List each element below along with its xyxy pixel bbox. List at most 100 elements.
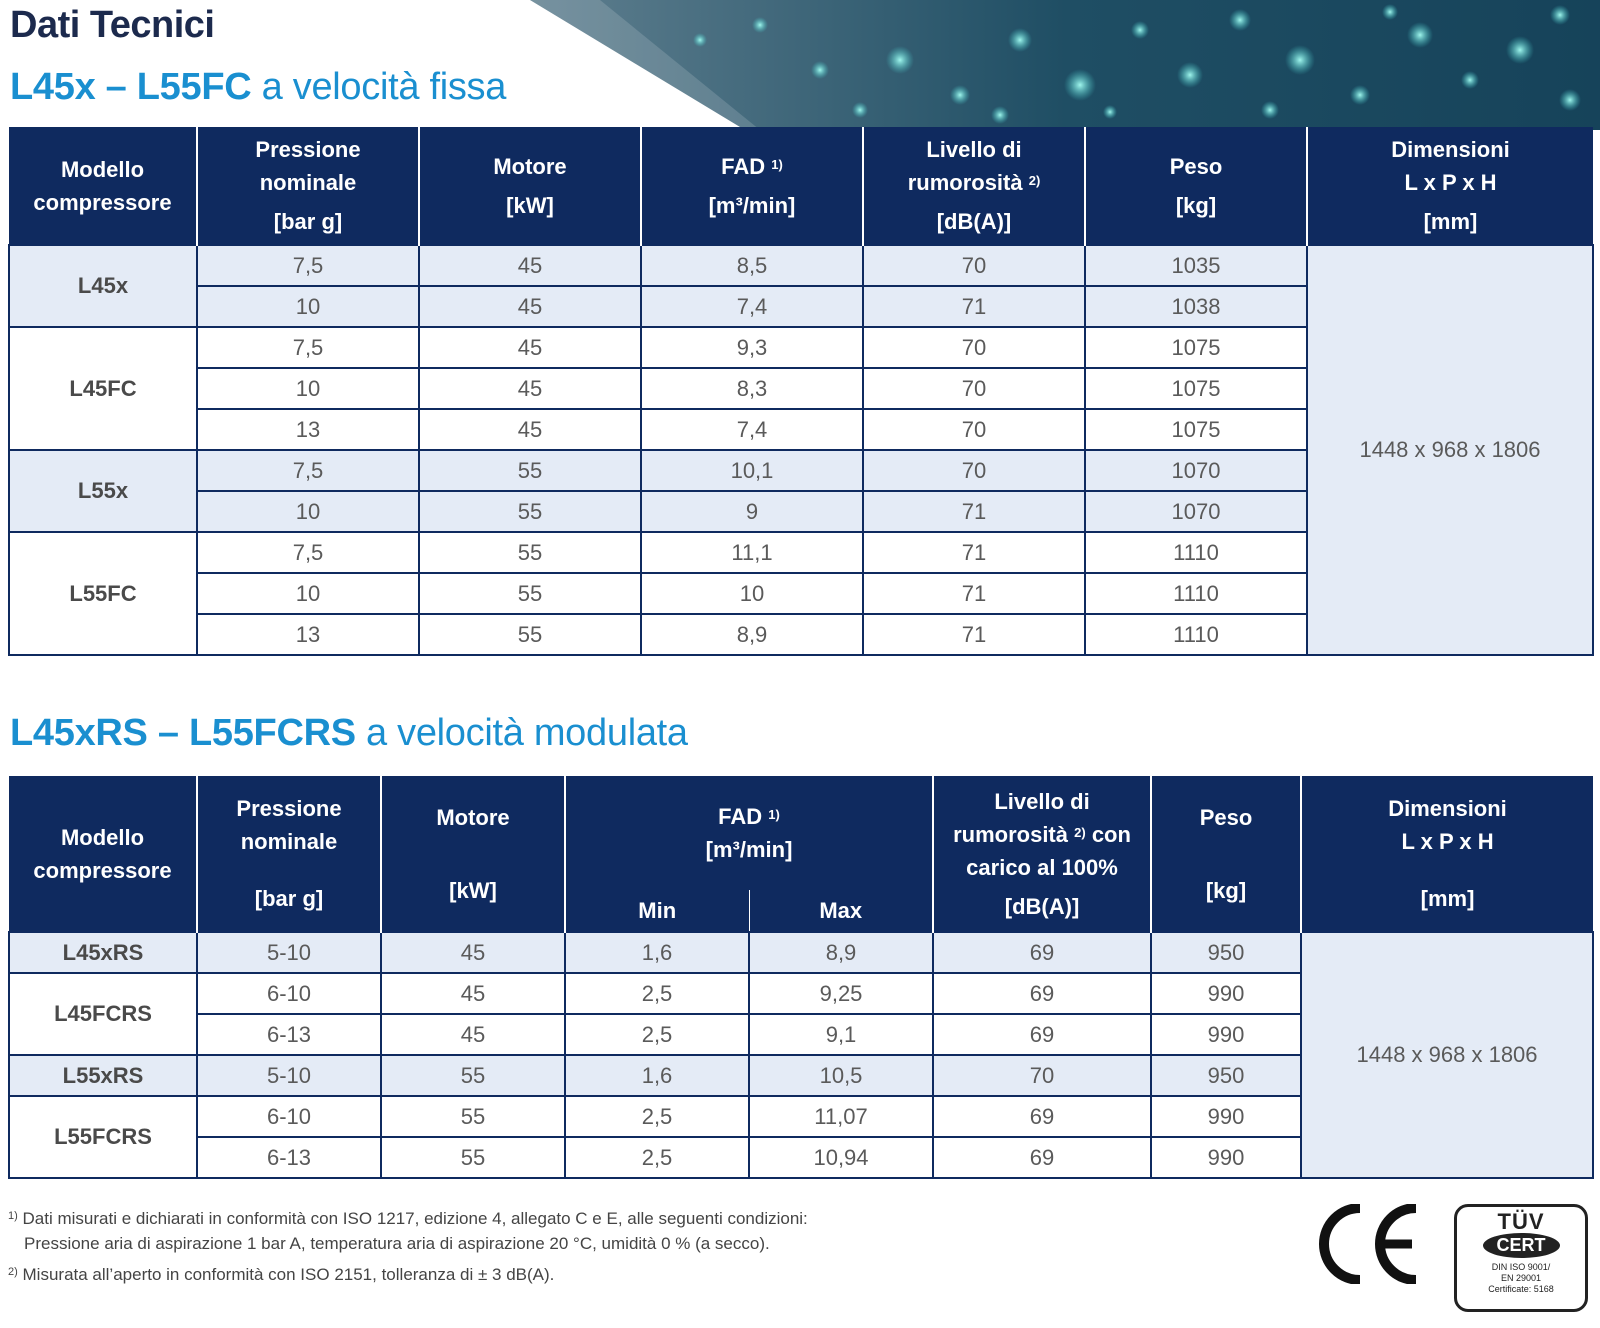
weight-cell: 1075 xyxy=(1084,326,1308,369)
pressure-cell: 10 xyxy=(196,572,420,615)
section1-title: L45x – L55FC a velocità fissa xyxy=(10,66,506,109)
motor-cell: 55 xyxy=(418,613,642,656)
weight-cell: 1075 xyxy=(1084,367,1308,410)
fad-cell: 10 xyxy=(640,572,864,615)
weight-cell: 1038 xyxy=(1084,285,1308,328)
fad-max-cell: 11,07 xyxy=(747,1095,935,1138)
variable-speed-table: Modello compressore Pressione nominale [… xyxy=(8,776,1595,1179)
col-motor: Motore [kW] xyxy=(380,776,566,932)
fad-max-cell: 8,9 xyxy=(747,931,935,974)
pressure-cell: 5-10 xyxy=(196,1054,382,1097)
fad-min-cell: 2,5 xyxy=(564,1136,750,1179)
col-model: Modello compressore xyxy=(9,127,198,245)
fad-cell: 9,3 xyxy=(640,326,864,369)
pressure-cell: 7,5 xyxy=(196,531,420,574)
model-cell: L55FCRS xyxy=(8,1095,198,1179)
model-cell: L55FC xyxy=(8,531,198,656)
weight-cell: 1110 xyxy=(1084,531,1308,574)
fad-max-cell: 10,94 xyxy=(747,1136,935,1179)
table-row: L55FCRS 6-10 55 2,5 11,07 69 990 xyxy=(8,1095,1593,1179)
motor-cell: 55 xyxy=(418,572,642,615)
section2-title: L45xRS – L55FCRS a velocità modulata xyxy=(10,712,688,755)
weight-cell: 950 xyxy=(1150,931,1303,974)
pressure-cell: 6-13 xyxy=(196,1013,382,1056)
motor-cell: 55 xyxy=(380,1054,566,1097)
noise-cell: 69 xyxy=(932,931,1153,974)
model-cell: L45x xyxy=(8,244,198,328)
weight-cell: 950 xyxy=(1150,1054,1303,1097)
col-motor: Motore [kW] xyxy=(418,127,642,245)
weight-cell: 1110 xyxy=(1084,613,1308,656)
table-row: 13 55 8,9 71 1110 xyxy=(9,613,1593,656)
col-noise: Livello di rumorosità 2) con carico al 1… xyxy=(932,776,1153,932)
motor-cell: 55 xyxy=(380,1095,566,1138)
table-row: L45FCRS 6-10 45 2,5 9,25 69 990 xyxy=(8,972,1593,1056)
fad-max-cell: 9,25 xyxy=(747,972,935,1015)
col-fad: FAD 1) [m³/min] xyxy=(563,776,935,890)
fad-min-cell: 2,5 xyxy=(564,972,750,1015)
table-row: L45xRS 5-10 45 1,6 8,9 69 950 1448 x 968… xyxy=(8,931,1595,1179)
noise-cell: 69 xyxy=(932,1095,1153,1138)
table-row: L55xRS 5-10 55 1,6 10,5 70 950 xyxy=(8,1054,1593,1097)
fad-min-cell: 1,6 xyxy=(564,931,750,974)
dimensions-cell: 1448 x 968 x 1806 xyxy=(1300,931,1595,1179)
section1-title-rest: a velocità fissa xyxy=(251,66,507,108)
footnote-1: 1) Dati misurati e dichiarati in conform… xyxy=(8,1209,808,1228)
motor-cell: 55 xyxy=(418,449,642,492)
weight-cell: 1075 xyxy=(1084,408,1308,451)
table-row: L55FC 7,5 55 11,1 71 1110 xyxy=(8,531,1593,656)
noise-cell: 69 xyxy=(932,1136,1153,1179)
section2-title-rest: a velocità modulata xyxy=(355,712,688,754)
fad-min-cell: 2,5 xyxy=(564,1013,750,1056)
section2-title-bold: L45xRS – L55FCRS xyxy=(10,712,356,754)
noise-cell: 71 xyxy=(862,285,1086,328)
noise-cell: 71 xyxy=(862,531,1086,574)
pressure-cell: 10 xyxy=(196,285,420,328)
pressure-cell: 10 xyxy=(196,367,420,410)
col-pressure: Pressione nominale [bar g] xyxy=(196,127,420,245)
weight-cell: 990 xyxy=(1150,972,1303,1015)
table-row: 10 45 7,4 71 1038 xyxy=(9,285,1593,328)
noise-cell: 70 xyxy=(862,244,1086,287)
motor-cell: 55 xyxy=(418,490,642,533)
fad-cell: 10,1 xyxy=(640,449,864,492)
table-row: 13 45 7,4 70 1075 xyxy=(9,408,1593,451)
motor-cell: 55 xyxy=(380,1136,566,1179)
motor-cell: 45 xyxy=(380,931,566,974)
fad-cell: 8,5 xyxy=(640,244,864,287)
motor-cell: 45 xyxy=(418,367,642,410)
pressure-cell: 6-10 xyxy=(196,1095,382,1138)
fad-cell: 8,9 xyxy=(640,613,864,656)
pressure-cell: 13 xyxy=(196,613,420,656)
ce-logo xyxy=(1316,1203,1426,1285)
motor-cell: 55 xyxy=(418,531,642,574)
col-weight: Peso [kg] xyxy=(1084,127,1308,245)
noise-cell: 70 xyxy=(862,408,1086,451)
noise-cell: 70 xyxy=(862,367,1086,410)
footnote-2: 2) Misurata all’aperto in conformità con… xyxy=(8,1265,555,1284)
weight-cell: 1035 xyxy=(1084,244,1308,287)
table-row: 10 55 9 71 1070 xyxy=(9,490,1593,533)
col-dimensions: Dimensioni L x P x H [mm] xyxy=(1306,127,1593,245)
header-banner xyxy=(0,0,1600,130)
fad-cell: 9 xyxy=(640,490,864,533)
fad-min-cell: 1,6 xyxy=(564,1054,750,1097)
pressure-cell: 6-13 xyxy=(196,1136,382,1179)
col-fad: FAD 1) [m³/min] xyxy=(640,127,864,245)
fad-max-cell: 9,1 xyxy=(747,1013,935,1056)
col-dimensions: Dimensioni L x P x H [mm] xyxy=(1300,776,1594,932)
pressure-cell: 10 xyxy=(196,490,420,533)
motor-cell: 45 xyxy=(418,244,642,287)
motor-cell: 45 xyxy=(418,408,642,451)
pressure-cell: 6-10 xyxy=(196,972,382,1015)
motor-cell: 45 xyxy=(418,285,642,328)
section1-title-bold: L45x – L55FC xyxy=(10,66,252,108)
col-pressure: Pressione nominale [bar g] xyxy=(196,776,382,932)
fad-min-cell: 2,5 xyxy=(564,1095,750,1138)
model-cell: L45xRS xyxy=(8,931,198,974)
footnotes: 1) Dati misurati e dichiarati in conform… xyxy=(8,1206,808,1287)
noise-cell: 69 xyxy=(932,1013,1153,1056)
pressure-cell: 7,5 xyxy=(196,326,420,369)
table-row: L45FC 7,5 45 9,3 70 1075 xyxy=(8,326,1593,451)
col-fad-min: Min xyxy=(565,890,750,932)
